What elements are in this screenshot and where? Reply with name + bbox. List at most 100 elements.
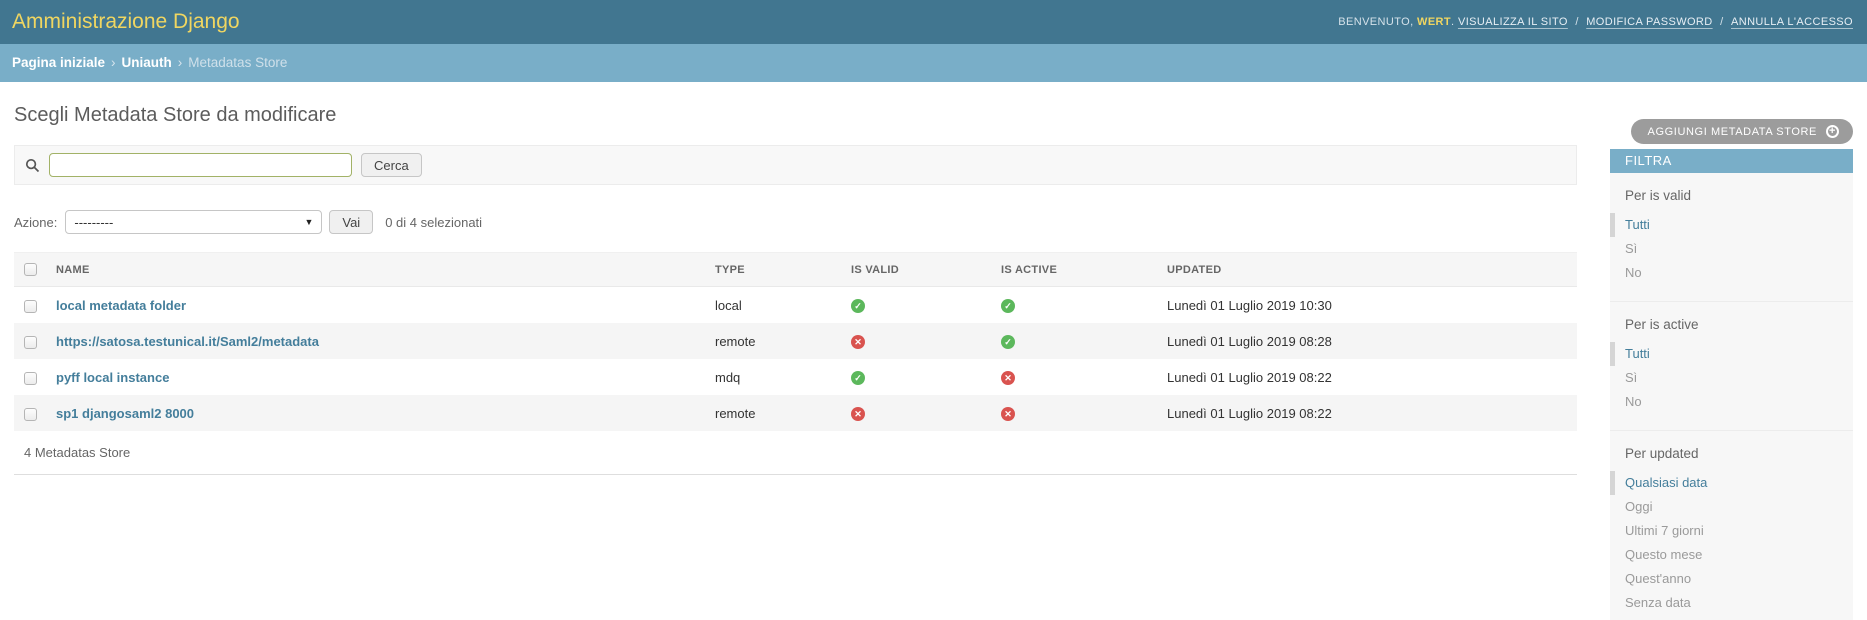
- content-area: Scegli Metadata Store da modificare AGGI…: [0, 104, 1867, 620]
- valid-cell: ✓: [841, 287, 991, 324]
- active-cell: ✓: [991, 323, 1157, 359]
- actions-row: Azione: --------- ▼ Vai 0 di 4 seleziona…: [14, 210, 1577, 234]
- column-header-type: TYPE: [705, 252, 841, 287]
- updated-cell: Lunedì 01 Luglio 2019 08:22: [1167, 405, 1332, 421]
- column-header-is-valid: IS VALID: [841, 252, 991, 287]
- filter-option[interactable]: Questo mese: [1625, 547, 1703, 562]
- cross-circle-icon: ✕: [851, 407, 865, 421]
- metadata-store-link[interactable]: local metadata folder: [56, 297, 187, 313]
- row-checkbox[interactable]: [24, 371, 37, 385]
- filter-option[interactable]: Qualsiasi data: [1610, 471, 1853, 495]
- updated-cell: Lunedì 01 Luglio 2019 10:30: [1167, 297, 1332, 313]
- select-all-checkbox[interactable]: [24, 263, 37, 276]
- type-cell: remote: [715, 405, 756, 421]
- filter-option[interactable]: Sì: [1625, 370, 1638, 385]
- valid-cell: ✕: [841, 395, 991, 431]
- filter-option[interactable]: Quest'anno: [1625, 571, 1692, 586]
- filter-option[interactable]: Senza data: [1625, 595, 1691, 610]
- filter-option[interactable]: Sì: [1625, 241, 1638, 256]
- metadata-store-link[interactable]: pyff local instance: [56, 369, 170, 385]
- user-links-separator: /: [1716, 16, 1727, 28]
- name-cell: local metadata folder: [46, 287, 705, 324]
- table-row: https://satosa.testunical.it/Saml2/metad…: [14, 323, 1577, 359]
- updated-cell: Lunedì 01 Luglio 2019 08:22: [1167, 369, 1332, 385]
- type-cell: remote: [715, 333, 756, 349]
- results-table: NAME TYPE IS VALID IS ACTIVE UPDATED local m…: [14, 252, 1577, 431]
- row-select-cell: [14, 359, 46, 395]
- valid-cell: ✓: [841, 359, 991, 395]
- column-header-is-active: IS ACTIVE: [991, 252, 1157, 287]
- table-row: local metadata folder local ✓ ✓ Lunedì 01 Lu…: [14, 287, 1577, 324]
- filter-panel-title: FILTRA: [1610, 149, 1853, 173]
- cross-circle-icon: ✕: [1001, 371, 1015, 385]
- filter-sidebar: FILTRA Per is valid Tutti Sì No Per is activ…: [1610, 149, 1853, 620]
- filter-option[interactable]: Oggi: [1625, 499, 1653, 514]
- active-cell: ✕: [991, 395, 1157, 431]
- filter-options: Qualsiasi data Oggi Ultimi 7 giorni Questo …: [1610, 471, 1853, 620]
- name-cell: pyff local instance: [46, 359, 705, 395]
- site-title[interactable]: Amministrazione Django: [12, 10, 240, 33]
- row-select-cell: [14, 323, 46, 359]
- changelist: Cerca Azione: --------- ▼ Vai 0 di 4 sel…: [14, 145, 1853, 620]
- action-select[interactable]: --------- ▼: [65, 210, 323, 234]
- check-circle-icon: ✓: [851, 371, 865, 385]
- type-cell: local: [715, 297, 742, 313]
- type-cell: mdq: [715, 369, 741, 385]
- cross-circle-icon: ✕: [851, 335, 865, 349]
- name-cell: sp1 djangosaml2 8000: [46, 395, 705, 431]
- search-input[interactable]: [49, 153, 352, 177]
- action-go-button[interactable]: Vai: [329, 210, 374, 234]
- breadcrumb-separator: ›: [111, 55, 116, 70]
- username-period: .: [1451, 16, 1455, 28]
- user-tools: BENVENUTO, WERT. VISUALIZZA IL SITO / MO…: [1338, 16, 1853, 28]
- filter-heading: Per updated: [1625, 446, 1699, 461]
- changelist-main: Cerca Azione: --------- ▼ Vai 0 di 4 sel…: [14, 145, 1577, 475]
- filter-option[interactable]: Ha la data: [1610, 615, 1853, 620]
- breadcrumb-item-uniauth[interactable]: Uniauth: [121, 55, 172, 70]
- add-metadata-store-button[interactable]: AGGIUNGI METADATA STORE +: [1630, 119, 1853, 144]
- user-tool-link[interactable]: VISUALIZZA IL SITO: [1457, 16, 1568, 28]
- updated-cell: Lunedì 01 Luglio 2019 08:28: [1167, 333, 1332, 349]
- action-selected-option: ---------: [74, 214, 114, 230]
- column-header-name: NAME: [46, 252, 705, 287]
- row-select-cell: [14, 395, 46, 431]
- metadata-store-link[interactable]: sp1 djangosaml2 8000: [56, 405, 195, 421]
- search-submit-button[interactable]: Cerca: [361, 153, 422, 177]
- filter-options: Tutti Sì No: [1610, 342, 1853, 414]
- filter-section: Per is valid Tutti Sì No: [1610, 188, 1853, 293]
- filter-option[interactable]: No: [1625, 265, 1642, 280]
- filter-heading: Per is valid: [1625, 188, 1692, 203]
- page-title: Scegli Metadata Store da modificare: [14, 104, 337, 126]
- user-tool-link[interactable]: MODIFICA PASSWORD: [1586, 16, 1713, 28]
- user-tool-link[interactable]: ANNULLA L'ACCESSO: [1731, 16, 1853, 28]
- action-label: Azione:: [14, 214, 58, 230]
- filter-option[interactable]: Ultimi 7 giorni: [1625, 523, 1704, 538]
- caret-down-icon: ▼: [304, 217, 314, 227]
- row-checkbox[interactable]: [24, 299, 37, 313]
- check-circle-icon: ✓: [851, 299, 865, 313]
- filter-heading: Per is active: [1625, 317, 1699, 332]
- row-checkbox[interactable]: [24, 407, 37, 421]
- add-button-label: AGGIUNGI METADATA STORE: [1647, 125, 1817, 138]
- filter-section: Per updated Qualsiasi data Oggi Ultimi 7 gi…: [1610, 430, 1853, 620]
- filter-option[interactable]: No: [1625, 394, 1642, 409]
- object-tools: AGGIUNGI METADATA STORE +: [1630, 119, 1853, 144]
- active-cell: ✕: [991, 359, 1157, 395]
- filter-section: Per is active Tutti Sì No: [1610, 301, 1853, 422]
- table-row: sp1 djangosaml2 8000 remote ✕ ✕ Lunedì 01 Lu…: [14, 395, 1577, 431]
- breadcrumb-item-pagina-iniziale[interactable]: Pagina iniziale: [12, 55, 106, 70]
- magnifier-icon: [25, 158, 40, 172]
- select-all-header: [14, 252, 46, 287]
- selection-counter: 0 di 4 selezionati: [385, 214, 483, 230]
- breadcrumb: Pagina iniziale › Uniauth › Metadatas Store: [0, 44, 1867, 82]
- active-cell: ✓: [991, 287, 1157, 324]
- filter-option[interactable]: Tutti: [1610, 342, 1853, 366]
- filter-options: Tutti Sì No: [1610, 213, 1853, 285]
- username: WERT: [1417, 16, 1452, 28]
- breadcrumb-item-metadatas-store: Metadatas Store: [188, 55, 288, 70]
- row-checkbox[interactable]: [24, 335, 37, 349]
- metadata-store-link[interactable]: https://satosa.testunical.it/Saml2/metad…: [56, 333, 319, 349]
- table-row: pyff local instance mdq ✓ ✕ Lunedì 01 Luglio…: [14, 359, 1577, 395]
- check-circle-icon: ✓: [1001, 335, 1015, 349]
- filter-option[interactable]: Tutti: [1610, 213, 1853, 237]
